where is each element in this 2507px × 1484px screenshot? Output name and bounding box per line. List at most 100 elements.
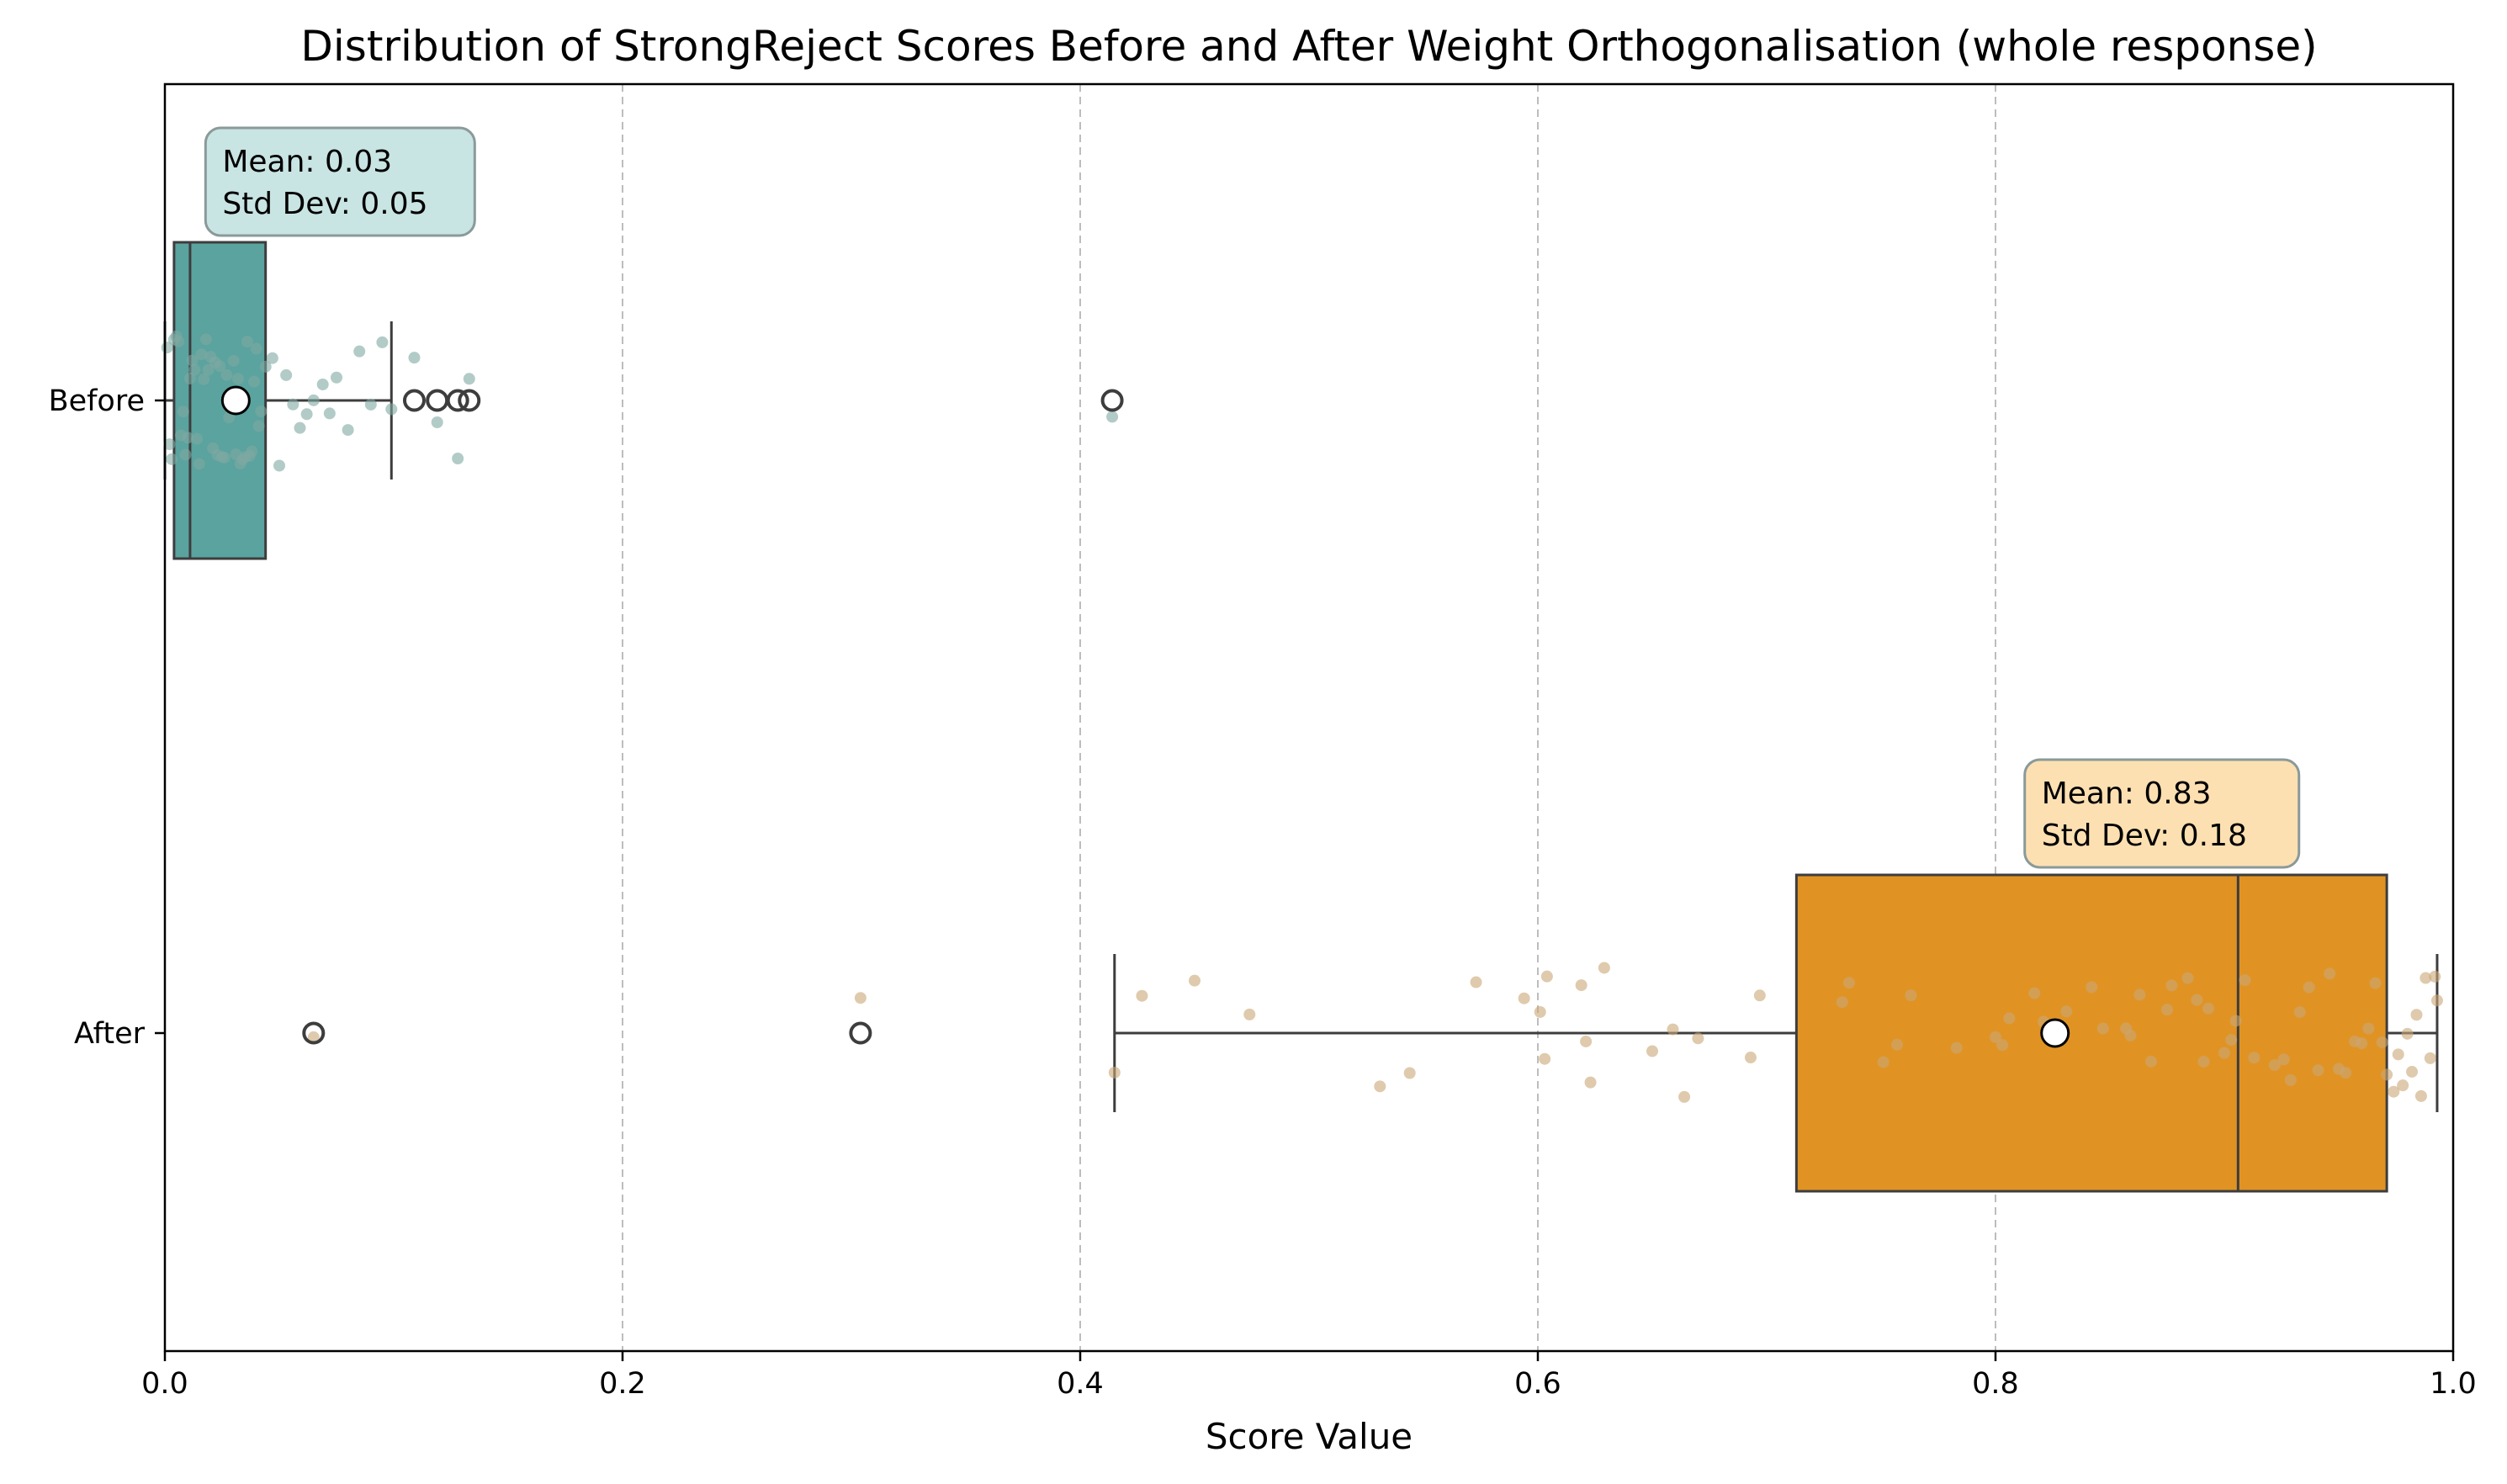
x-tick-label: 0.4 [1057,1367,1104,1401]
data-point [2124,1029,2137,1041]
data-point [408,352,421,364]
x-tick-label: 0.6 [1514,1367,1561,1401]
data-point [2229,1015,2242,1027]
box-iqr [172,241,268,560]
x-axis-label: Score Value [1206,1416,1413,1457]
data-point [2277,1053,2290,1066]
data-point [431,416,443,428]
data-point [1891,1038,1904,1051]
data-point [1950,1041,1963,1054]
data-point [854,992,867,1004]
data-point [463,373,475,385]
x-tick-label: 1.0 [2430,1367,2477,1401]
data-point [166,453,178,465]
data-point [2376,1036,2388,1049]
data-point [2424,1052,2436,1064]
outlier-marker [426,389,449,412]
data-point [199,333,212,346]
data-point [1836,996,1848,1009]
data-point [1534,1005,1546,1018]
data-point [1598,962,1610,974]
data-point [2248,1052,2261,1064]
data-point [1842,977,1855,989]
data-point [246,445,258,458]
outlier-marker [302,1021,326,1045]
data-point [2197,1055,2210,1068]
data-point [2410,1009,2423,1021]
x-tick-label: 0.0 [141,1367,188,1401]
data-point [1584,1076,1597,1089]
data-point [331,371,342,384]
data-point [2356,1037,2368,1050]
data-point [1877,1056,1890,1068]
data-point [2293,1006,2306,1019]
annotation-box [204,126,476,237]
annotation-box [2023,758,2301,869]
outlier-marker [402,389,426,412]
data-point [2181,972,2194,984]
data-point [287,398,299,411]
data-point [2324,967,2336,980]
x-tick-label: 0.8 [1972,1367,2019,1401]
data-point [1189,974,1200,987]
data-point [172,335,185,347]
data-point [2191,994,2203,1006]
mean-marker [2040,1018,2070,1048]
data-point [342,424,354,437]
data-point [193,458,205,470]
data-point [1667,1023,1679,1036]
annotation-before: Mean: 0.03 Std Dev: 0.05 [204,126,476,237]
data-point [220,368,233,381]
data-point [2086,981,2098,994]
data-point [163,438,176,451]
data-point [2202,1002,2214,1015]
data-point [214,360,226,373]
data-point [1106,411,1119,423]
annotation-std-text: Std Dev: 0.18 [2042,819,2247,853]
data-point [1374,1080,1386,1093]
data-point [316,378,329,390]
chart-title: Distribution of StrongReject Scores Befo… [300,22,2317,71]
data-point [227,354,240,367]
data-point [280,368,293,381]
data-point [1678,1090,1691,1103]
mean-marker [220,385,251,416]
annotation-after: Mean: 0.83 Std Dev: 0.18 [2023,758,2301,869]
data-point [273,459,285,472]
data-point [1692,1032,1704,1045]
data-point [2430,994,2443,1007]
outlier-marker [458,389,481,412]
data-point [191,432,204,445]
data-point [250,342,262,355]
data-point [323,407,336,420]
box-group-after [302,873,2443,1193]
data-point [2420,972,2432,984]
data-point [1108,1066,1121,1079]
box-plots [161,241,2443,1193]
data-point [2397,1079,2409,1092]
data-point [2369,977,2382,989]
box-group-before [161,241,1124,560]
x-tick-label: 0.2 [599,1367,646,1401]
axis-ticks: Before After 0.0 0.2 0.4 0.6 0.8 1.0 [49,384,2477,1401]
data-point [182,432,194,444]
data-point [1753,989,1766,1002]
data-point [300,408,313,421]
data-point [2401,1027,2414,1040]
data-point [2340,1067,2352,1079]
y-tick-label-after: After [74,1017,146,1051]
data-point [2406,1065,2419,1078]
data-point [1518,992,1530,1004]
data-point [2144,1055,2157,1068]
data-point [252,420,265,432]
data-point [1996,1039,2009,1052]
data-point [2303,981,2315,994]
annotations: Mean: 0.03 Std Dev: 0.05 Mean: 0.83 Std Dev… [204,126,2301,869]
data-point [2388,1085,2400,1098]
plot-frame [163,82,2455,1353]
data-point [195,348,208,361]
data-point [1646,1045,1658,1057]
box-iqr [1794,873,2388,1193]
data-point [2165,979,2178,992]
